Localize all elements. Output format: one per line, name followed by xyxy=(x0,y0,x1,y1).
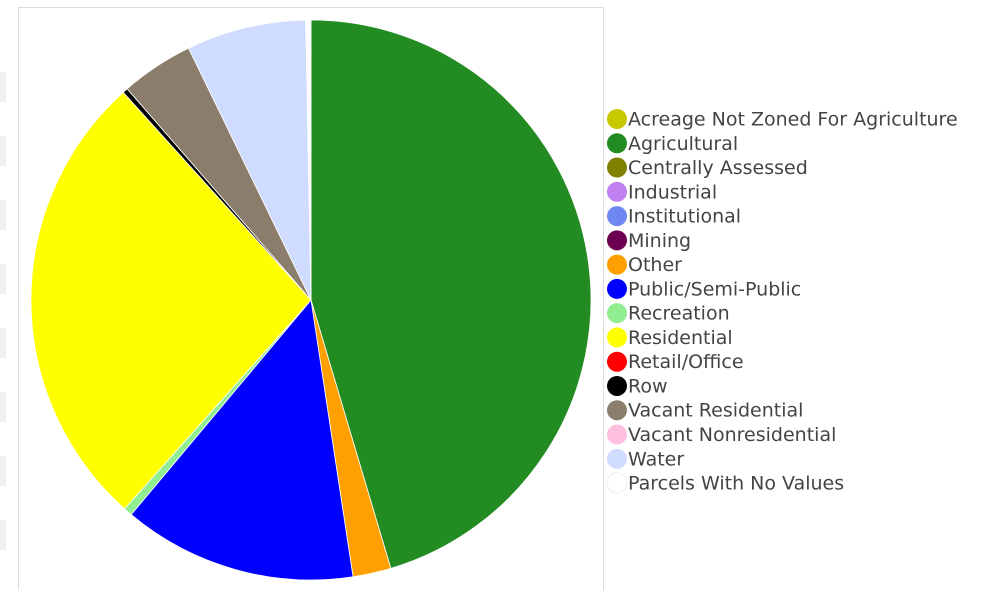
legend-label: Recreation xyxy=(628,303,730,325)
legend-label: Water xyxy=(628,448,684,470)
pie-slice xyxy=(130,299,354,581)
legend-label: Mining xyxy=(628,230,691,252)
legend-label: Other xyxy=(628,254,682,276)
legend-swatch xyxy=(607,303,627,324)
legend-label: Vacant Nonresidential xyxy=(628,424,836,446)
legend-swatch xyxy=(607,375,627,396)
legend-label: Public/Semi-Public xyxy=(628,278,801,300)
legend-swatch xyxy=(607,278,627,299)
legend-label: Institutional xyxy=(628,206,741,228)
legend-swatch xyxy=(607,424,627,445)
legend-swatch xyxy=(607,254,627,275)
legend-swatch xyxy=(607,448,627,469)
legend-swatch xyxy=(607,230,627,251)
pie-slice xyxy=(30,91,312,510)
pie-slice xyxy=(188,19,312,301)
legend-swatch xyxy=(607,181,627,202)
legend-swatch xyxy=(607,206,627,227)
legend-swatch xyxy=(607,400,627,421)
legend-label: Centrally Assessed xyxy=(628,157,808,179)
legend-label: Agricultural xyxy=(628,133,738,155)
legend-label: Row xyxy=(628,375,668,397)
pie-slice xyxy=(310,19,592,569)
legend-swatch xyxy=(607,109,627,129)
legend-label: Industrial xyxy=(628,181,717,203)
legend-label: Parcels With No Values xyxy=(628,473,844,495)
pie-slice xyxy=(305,19,312,301)
legend-label: Retail/Office xyxy=(628,351,744,373)
plot-frame xyxy=(18,7,604,590)
legend-swatch xyxy=(607,351,627,372)
legend-label: Vacant Residential xyxy=(628,400,803,422)
legend-swatch xyxy=(606,472,628,494)
legend-label: Residential xyxy=(628,327,733,349)
legend-swatch xyxy=(607,133,627,154)
side-decoration xyxy=(0,72,6,550)
legend-label: Acreage Not Zoned For Agriculture xyxy=(628,109,958,131)
legend-swatch xyxy=(607,327,627,348)
legend-swatch xyxy=(607,157,627,178)
